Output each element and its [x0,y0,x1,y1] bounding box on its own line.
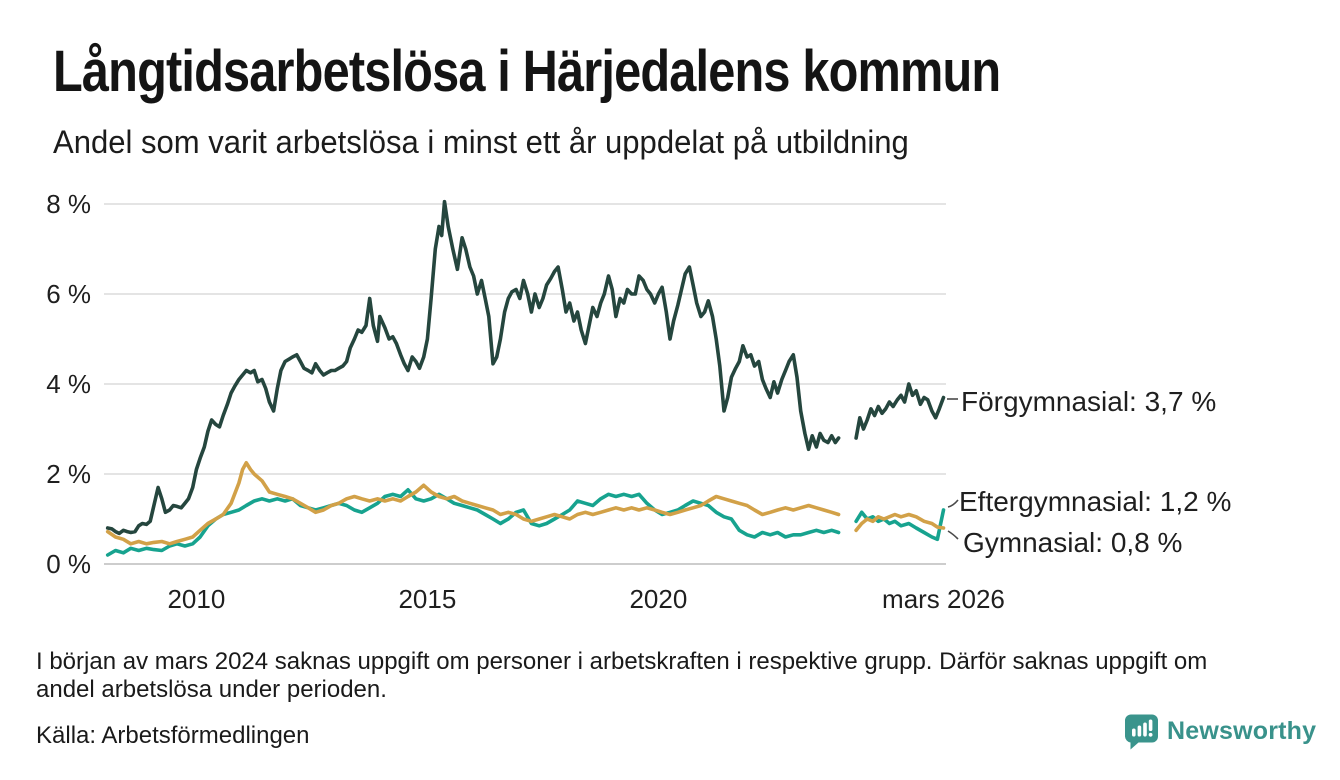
y-tick-label: 6 % [46,279,91,309]
footnote-line-1: I början av mars 2024 saknas uppgift om … [36,648,1208,675]
page-title: Långtidsarbetslösa i Härjedalens kommun [53,39,1001,104]
series-end-label-gymnasial: Gymnasial: 0,8 % [963,527,1183,558]
y-tick-label: 8 % [46,189,91,219]
newsworthy-logo: Newsworthy [1124,713,1316,750]
series-end-label-forgymnasial: Förgymnasial: 3,7 % [961,386,1217,417]
x-tick-label: mars 2026 [882,584,1005,614]
label-leader-eftergymnasial [947,499,959,508]
newsworthy-logo-text: Newsworthy [1167,717,1317,745]
y-tick-label: 2 % [46,459,91,489]
series-line-forgymnasial [105,199,946,536]
y-tick-label: 4 % [46,369,91,399]
source-text: Källa: Arbetsförmedlingen [36,722,310,749]
label-leader-gymnasial [947,530,959,540]
y-tick-label: 0 % [46,549,91,579]
x-tick-label: 2010 [167,584,225,614]
page-subtitle: Andel som varit arbetslösa i minst ett å… [53,124,909,160]
series-line-gymnasial [105,461,946,546]
series-end-label-eftergymnasial: Eftergymnasial: 1,2 % [959,486,1232,517]
newsworthy-bar-chart-bubble-icon [1124,713,1159,750]
footnote-line-2: andel arbetslösa under perioden. [36,676,387,703]
x-tick-label: 2020 [629,584,687,614]
x-tick-label: 2015 [398,584,456,614]
